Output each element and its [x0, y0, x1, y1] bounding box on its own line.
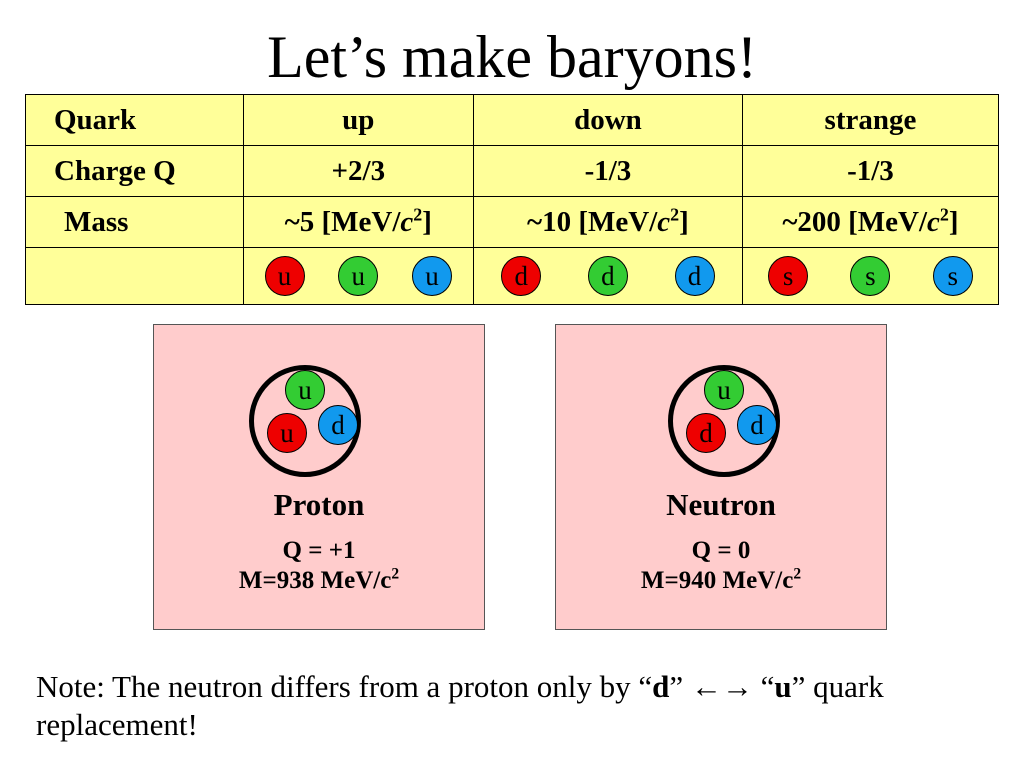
mass-down: ~10 [MeV/c2] — [472, 196, 743, 248]
neutron-mass: M=940 MeV/c2 — [640, 565, 802, 594]
quark-down-header: down — [472, 94, 743, 146]
mass-row: Mass ~5 [MeV/c2] ~10 [MeV/c2] ~200 [MeV/… — [25, 196, 1000, 248]
color-row: u u u d d d s s s — [25, 247, 1000, 305]
quark-ball-down-red: d — [501, 256, 542, 296]
quark-ball-up-red: u — [264, 256, 305, 296]
proton-charge: Q = +1 — [282, 537, 356, 564]
charge-up: +2/3 — [242, 145, 474, 197]
mass-strange: ~200 [MeV/c2] — [741, 196, 1000, 248]
strange-quark-colors: s s s — [741, 247, 1000, 305]
neutron-quark-left: d — [686, 413, 726, 453]
charge-strange: -1/3 — [741, 145, 1000, 197]
footnote: Note: The neutron differs from a proton … — [36, 669, 884, 742]
row-label-quark: Quark — [25, 94, 244, 146]
proton-name: Proton — [273, 487, 365, 522]
quark-ball-up-green: u — [338, 256, 379, 296]
neutron-quark-top: u — [704, 370, 744, 410]
mass-up: ~5 [MeV/c2] — [242, 196, 474, 248]
charge-down: -1/3 — [472, 145, 743, 197]
row-label-charge: Charge Q — [25, 145, 244, 197]
neutron-box: u d d Neutron Q = 0 M=940 MeV/c2 — [555, 324, 887, 630]
row-label-mass: Mass — [25, 196, 244, 248]
quark-name-row: Quark up down strange — [25, 94, 1000, 146]
quark-ball-down-blue: d — [674, 256, 715, 296]
quark-table: Quark up down strange Charge Q +2/3 -1/3… — [25, 94, 1000, 305]
proton-quark-left: u — [267, 413, 307, 453]
proton-quark-top: u — [285, 370, 325, 410]
down-quark-colors: d d d — [472, 247, 743, 305]
quark-strange-header: strange — [741, 94, 1000, 146]
charge-row: Charge Q +2/3 -1/3 -1/3 — [25, 145, 1000, 197]
proton-mass: M=938 MeV/c2 — [238, 565, 400, 594]
neutron-boundary-ring — [668, 365, 780, 477]
quark-ball-strange-red: s — [768, 256, 809, 296]
neutron-name: Neutron — [666, 487, 776, 522]
quark-up-header: up — [242, 94, 474, 146]
quark-ball-down-green: d — [587, 256, 628, 296]
proton-quark-right: d — [318, 405, 358, 445]
swap-arrows-icon: ←→ — [690, 669, 753, 704]
proton-box: u u d Proton Q = +1 M=938 MeV/c2 — [153, 324, 485, 630]
quark-ball-strange-blue: s — [932, 256, 973, 296]
row-label-empty — [25, 247, 244, 305]
neutron-quark-right: d — [737, 405, 777, 445]
proton-boundary-ring — [249, 365, 361, 477]
neutron-charge: Q = 0 — [691, 537, 751, 564]
quark-ball-strange-green: s — [850, 256, 891, 296]
up-quark-colors: u u u — [242, 247, 474, 305]
slide-title: Let’s make baryons! — [267, 24, 757, 90]
quark-ball-up-blue: u — [412, 256, 453, 296]
